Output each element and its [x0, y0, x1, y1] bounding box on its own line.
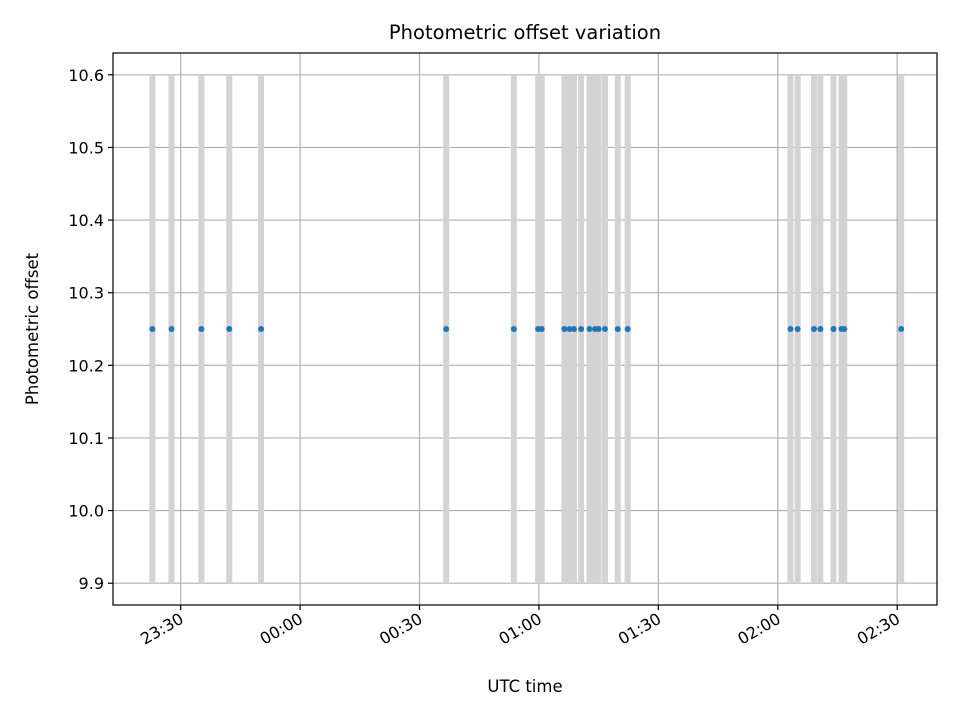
data-point — [810, 326, 817, 332]
y-tick-label: 10.1 — [68, 429, 104, 448]
data-point — [595, 326, 602, 332]
y-tick-label: 9.9 — [79, 574, 104, 593]
data-point — [830, 326, 837, 332]
data-point — [226, 326, 233, 332]
y-tick-label: 10.0 — [68, 502, 104, 521]
data-point — [538, 326, 545, 332]
data-point — [149, 326, 156, 332]
data-point — [794, 326, 801, 332]
x-axis-title: UTC time — [487, 677, 562, 696]
data-point — [586, 326, 593, 332]
data-point — [602, 326, 609, 332]
data-point — [898, 326, 905, 332]
plot-frame — [112, 52, 938, 606]
data-point — [787, 326, 794, 332]
data-point — [510, 326, 517, 332]
data-point — [443, 326, 450, 332]
data-point — [566, 326, 573, 332]
data-point — [570, 326, 577, 332]
data-point — [841, 326, 848, 332]
data-point — [614, 326, 621, 332]
y-tick-label: 10.6 — [68, 66, 104, 85]
data-point — [561, 326, 568, 332]
data-point — [168, 326, 175, 332]
chart-title: Photometric offset variation — [389, 21, 661, 44]
data-point — [198, 326, 205, 332]
y-tick-label: 10.4 — [68, 211, 104, 230]
data-point — [258, 326, 265, 332]
data-point — [624, 326, 631, 332]
y-tick-label: 10.5 — [68, 138, 104, 157]
y-tick-label: 10.3 — [68, 284, 104, 303]
y-axis-title: Photometric offset — [23, 252, 42, 405]
y-tick-label: 10.2 — [68, 356, 104, 375]
data-point — [578, 326, 585, 332]
data-points — [149, 326, 905, 332]
data-point — [817, 326, 824, 332]
